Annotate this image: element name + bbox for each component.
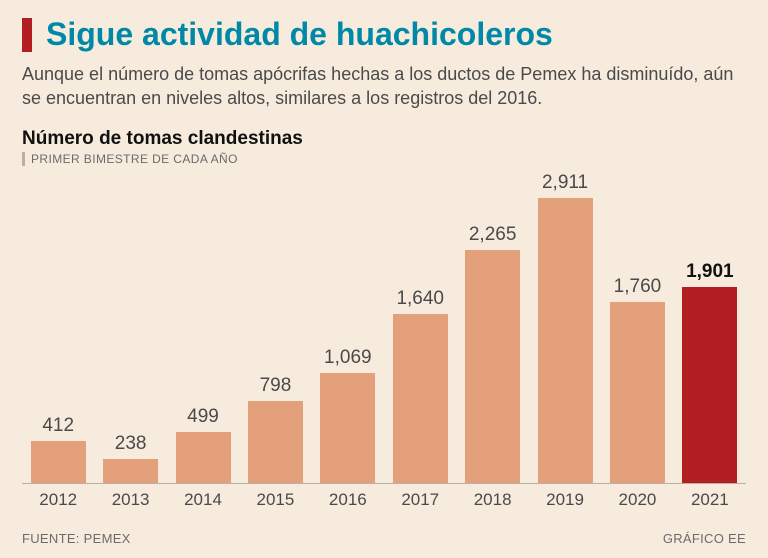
x-axis-label: 2019 bbox=[529, 490, 601, 510]
bar-rect bbox=[31, 441, 86, 483]
bar-rect bbox=[320, 373, 375, 483]
chart-subnote: PRIMER BIMESTRE DE CADA AÑO bbox=[31, 152, 238, 166]
bar-column: 412 bbox=[22, 172, 94, 483]
bar-rect bbox=[682, 287, 737, 483]
bar-value-label: 238 bbox=[115, 433, 147, 455]
bar-value-label: 499 bbox=[187, 406, 219, 428]
bar-column: 798 bbox=[239, 172, 311, 483]
bar-column: 2,911 bbox=[529, 172, 601, 483]
bar-rect bbox=[103, 459, 158, 484]
x-axis-label: 2021 bbox=[674, 490, 746, 510]
x-axis-label: 2015 bbox=[239, 490, 311, 510]
chart-subnote-bar-icon bbox=[22, 152, 25, 166]
chart-area: 412 238 499 798 1,069 1,640 2,265 2,911 1,760 1,9… bbox=[22, 172, 746, 512]
bar-value-label: 798 bbox=[260, 375, 292, 397]
bar-rect bbox=[465, 250, 520, 483]
subtitle-text: Aunque el número de tomas apócrifas hech… bbox=[22, 62, 746, 111]
bar-column: 1,760 bbox=[601, 172, 673, 483]
credit-text: GRÁFICO EE bbox=[663, 531, 746, 546]
infographic-container: Sigue actividad de huachicoleros Aunque … bbox=[0, 0, 768, 558]
bar-column: 238 bbox=[94, 172, 166, 483]
bar-column: 1,069 bbox=[312, 172, 384, 483]
bar-rect bbox=[393, 314, 448, 483]
bar-rect bbox=[176, 432, 231, 483]
bar-value-label: 2,265 bbox=[469, 224, 517, 246]
footer: FUENTE: PEMEX GRÁFICO EE bbox=[22, 531, 746, 546]
x-axis-label: 2013 bbox=[94, 490, 166, 510]
chart-subnote-wrap: PRIMER BIMESTRE DE CADA AÑO bbox=[22, 152, 746, 166]
bar-column: 499 bbox=[167, 172, 239, 483]
bar-value-label: 1,760 bbox=[614, 276, 662, 298]
bars-container: 412 238 499 798 1,069 1,640 2,265 2,911 1,760 1,9… bbox=[22, 172, 746, 484]
bar-value-label: 1,901 bbox=[686, 261, 734, 283]
source-text: FUENTE: PEMEX bbox=[22, 531, 131, 546]
title-block: Sigue actividad de huachicoleros bbox=[22, 18, 746, 52]
x-axis-label: 2016 bbox=[312, 490, 384, 510]
x-axis-label: 2018 bbox=[456, 490, 528, 510]
bar-column: 1,901 bbox=[674, 172, 746, 483]
bar-column: 2,265 bbox=[456, 172, 528, 483]
bar-rect bbox=[610, 302, 665, 483]
bar-column: 1,640 bbox=[384, 172, 456, 483]
bar-value-label: 412 bbox=[42, 415, 74, 437]
x-axis-label: 2014 bbox=[167, 490, 239, 510]
x-axis-label: 2017 bbox=[384, 490, 456, 510]
bar-value-label: 2,911 bbox=[542, 172, 588, 194]
bar-rect bbox=[248, 401, 303, 483]
x-axis-label: 2020 bbox=[601, 490, 673, 510]
x-axis-labels: 2012201320142015201620172018201920202021 bbox=[22, 488, 746, 512]
bar-value-label: 1,069 bbox=[324, 347, 372, 369]
x-axis-label: 2012 bbox=[22, 490, 94, 510]
main-title: Sigue actividad de huachicoleros bbox=[46, 18, 746, 52]
bar-rect bbox=[538, 198, 593, 483]
bar-value-label: 1,640 bbox=[396, 288, 444, 310]
chart-title: Número de tomas clandestinas bbox=[22, 128, 746, 150]
